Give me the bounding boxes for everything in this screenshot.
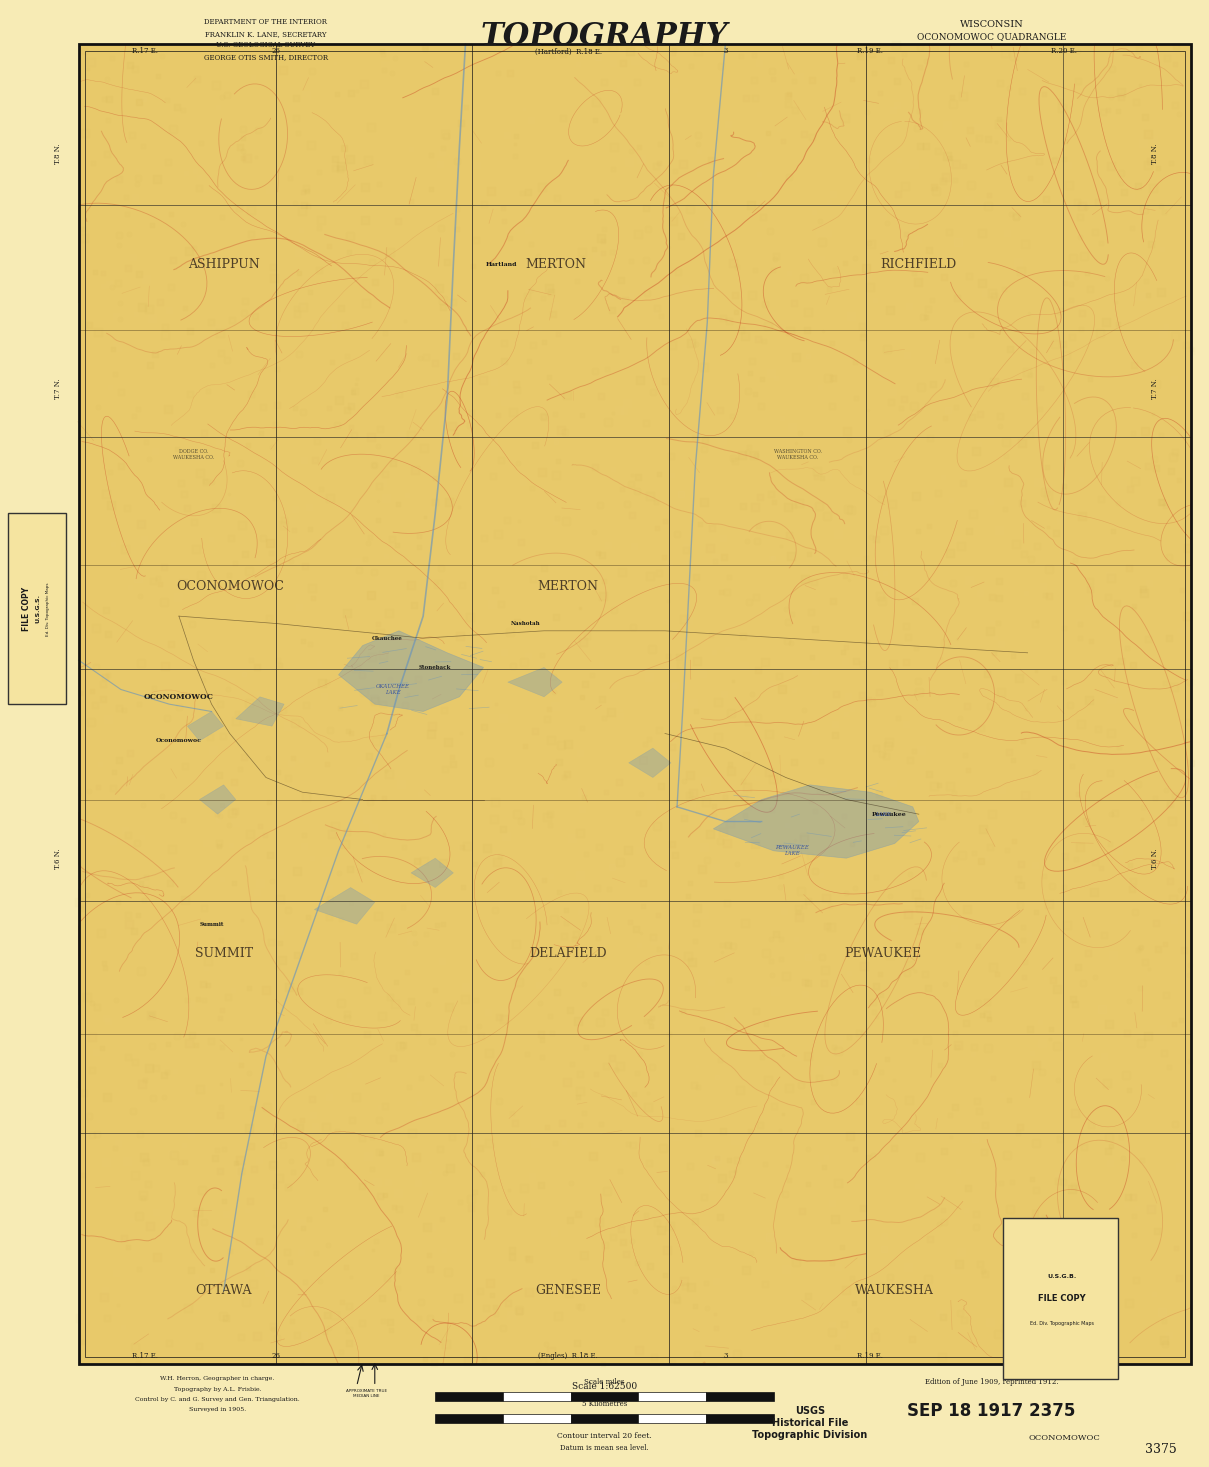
Text: T.7 N.: T.7 N. xyxy=(54,613,62,634)
Text: R.19 E.: R.19 E. xyxy=(857,47,884,56)
Text: FRANKLIN K. LANE, SECRETARY: FRANKLIN K. LANE, SECRETARY xyxy=(206,29,326,38)
Text: 3: 3 xyxy=(723,47,728,56)
Polygon shape xyxy=(187,711,224,741)
Bar xyxy=(571,1414,638,1423)
Text: Ed. Div. Topographic Maps: Ed. Div. Topographic Maps xyxy=(1030,1320,1093,1326)
Text: OTTAWA: OTTAWA xyxy=(196,1285,251,1297)
Text: 26: 26 xyxy=(271,47,280,56)
Bar xyxy=(638,1414,706,1423)
Text: T.8 N.: T.8 N. xyxy=(54,144,62,164)
Text: Surveyed in 1905.: Surveyed in 1905. xyxy=(189,1407,247,1413)
Text: OKAUCHEE
LAKE: OKAUCHEE LAKE xyxy=(376,684,410,695)
FancyBboxPatch shape xyxy=(8,513,66,704)
FancyBboxPatch shape xyxy=(1003,1218,1118,1379)
Text: T.6 N.: T.6 N. xyxy=(1151,848,1158,868)
Text: DODGE CO.
WAUKESHA CO.: DODGE CO. WAUKESHA CO. xyxy=(173,449,214,461)
Text: RICHFIELD: RICHFIELD xyxy=(880,258,958,270)
Text: MERTON: MERTON xyxy=(538,581,598,593)
Text: Control by C. and G. Survey and Gen. Triangulation.: Control by C. and G. Survey and Gen. Tri… xyxy=(135,1397,300,1402)
Bar xyxy=(435,1392,503,1401)
Polygon shape xyxy=(236,697,284,726)
Bar xyxy=(571,1392,638,1401)
Text: T.6 N.: T.6 N. xyxy=(54,848,62,868)
Text: Contour interval 20 feet.: Contour interval 20 feet. xyxy=(557,1432,652,1441)
Text: SEP 18 1917 2375: SEP 18 1917 2375 xyxy=(907,1402,1076,1420)
Polygon shape xyxy=(629,748,671,778)
Bar xyxy=(435,1414,503,1423)
Bar xyxy=(85,51,1185,1357)
Text: USGS
Historical File
Topographic Division: USGS Historical File Topographic Divisio… xyxy=(752,1407,868,1439)
Polygon shape xyxy=(508,667,562,697)
Text: (Hartford)  R.18 E.: (Hartford) R.18 E. xyxy=(534,47,602,56)
Text: DELAFIELD: DELAFIELD xyxy=(530,948,607,959)
Text: R.20 E.: R.20 E. xyxy=(1051,47,1077,56)
Text: W.H. Herron, Geographer in charge.: W.H. Herron, Geographer in charge. xyxy=(161,1376,274,1382)
Text: Oconomowoc: Oconomowoc xyxy=(156,738,202,744)
Text: GEORGE OTIS SMITH, DIRECTOR: GEORGE OTIS SMITH, DIRECTOR xyxy=(204,53,328,62)
Text: OCONOMOWOC: OCONOMOWOC xyxy=(144,692,214,701)
Text: TOPOGRAPHY: TOPOGRAPHY xyxy=(481,21,728,53)
Text: 3375: 3375 xyxy=(1145,1444,1176,1455)
Text: OCONOMOWOC: OCONOMOWOC xyxy=(175,581,284,593)
Text: Scale miles: Scale miles xyxy=(584,1378,625,1386)
Bar xyxy=(503,1392,571,1401)
Polygon shape xyxy=(199,785,236,814)
Bar xyxy=(638,1392,706,1401)
Text: Okauchee: Okauchee xyxy=(371,635,403,641)
Text: Stoneback: Stoneback xyxy=(420,665,451,670)
Text: PEWAUKEE: PEWAUKEE xyxy=(844,948,921,959)
Text: U.S. GEOLOGICAL SURVEY: U.S. GEOLOGICAL SURVEY xyxy=(216,41,316,50)
Text: ASHIPPUN: ASHIPPUN xyxy=(187,258,260,270)
Bar xyxy=(706,1392,774,1401)
Text: WAUKESHA: WAUKESHA xyxy=(855,1285,935,1297)
Text: PEWAUKEE
LAKE: PEWAUKEE LAKE xyxy=(775,845,809,857)
Text: U.S.G.S.: U.S.G.S. xyxy=(35,594,40,623)
Text: OCONOMOWOC: OCONOMOWOC xyxy=(1028,1433,1100,1442)
Text: SUMMIT: SUMMIT xyxy=(195,948,253,959)
Text: FILE COPY: FILE COPY xyxy=(22,587,31,631)
Text: (Engles)  R.18 E.: (Engles) R.18 E. xyxy=(538,1351,598,1360)
Text: Topography by A.L. Frisbie.: Topography by A.L. Frisbie. xyxy=(174,1386,261,1392)
Text: Ed. Div. Topographic Maps: Ed. Div. Topographic Maps xyxy=(46,582,51,635)
Text: Pewaukee: Pewaukee xyxy=(872,811,906,817)
Text: R.20 E.: R.20 E. xyxy=(1051,1351,1077,1360)
Text: Hartland: Hartland xyxy=(486,261,517,267)
Text: R.17 E.: R.17 E. xyxy=(132,47,158,56)
Text: U.S.G.B.: U.S.G.B. xyxy=(1047,1273,1076,1279)
Polygon shape xyxy=(314,888,375,924)
Text: 3: 3 xyxy=(723,1351,728,1360)
Text: Summit: Summit xyxy=(199,921,224,927)
Polygon shape xyxy=(713,785,919,858)
Text: T.7 N.: T.7 N. xyxy=(1151,378,1158,399)
Text: LAKE: LAKE xyxy=(874,811,891,817)
Text: T.7 N.: T.7 N. xyxy=(54,378,62,399)
Text: MERTON: MERTON xyxy=(526,258,586,270)
Text: DEPARTMENT OF THE INTERIOR: DEPARTMENT OF THE INTERIOR xyxy=(204,18,328,26)
Text: Edition of June 1909, reprinted 1912.: Edition of June 1909, reprinted 1912. xyxy=(925,1378,1058,1386)
Text: T.8 N.: T.8 N. xyxy=(1151,144,1158,164)
Bar xyxy=(503,1414,571,1423)
Text: 26: 26 xyxy=(271,1351,280,1360)
Text: GENESEE: GENESEE xyxy=(536,1285,601,1297)
Text: FILE COPY: FILE COPY xyxy=(1037,1294,1086,1303)
Bar xyxy=(706,1414,774,1423)
Text: Datum is mean sea level.: Datum is mean sea level. xyxy=(560,1444,649,1452)
Polygon shape xyxy=(339,631,484,711)
Text: OCONOMOWOC QUADRANGLE: OCONOMOWOC QUADRANGLE xyxy=(916,32,1066,41)
Text: Nashotah: Nashotah xyxy=(511,621,540,626)
Polygon shape xyxy=(411,858,453,888)
Text: 5 Kilometres: 5 Kilometres xyxy=(582,1400,627,1408)
Text: R.19 E.: R.19 E. xyxy=(857,1351,884,1360)
Text: Scale 1:62500: Scale 1:62500 xyxy=(572,1382,637,1391)
Text: WISCONSIN: WISCONSIN xyxy=(960,21,1023,29)
Text: WASHINGTON CO.
WAUKESHA CO.: WASHINGTON CO. WAUKESHA CO. xyxy=(774,449,822,461)
Text: R.17 E.: R.17 E. xyxy=(132,1351,158,1360)
Text: APPROXIMATE TRUE
MEDIAN LINE: APPROXIMATE TRUE MEDIAN LINE xyxy=(346,1389,387,1398)
